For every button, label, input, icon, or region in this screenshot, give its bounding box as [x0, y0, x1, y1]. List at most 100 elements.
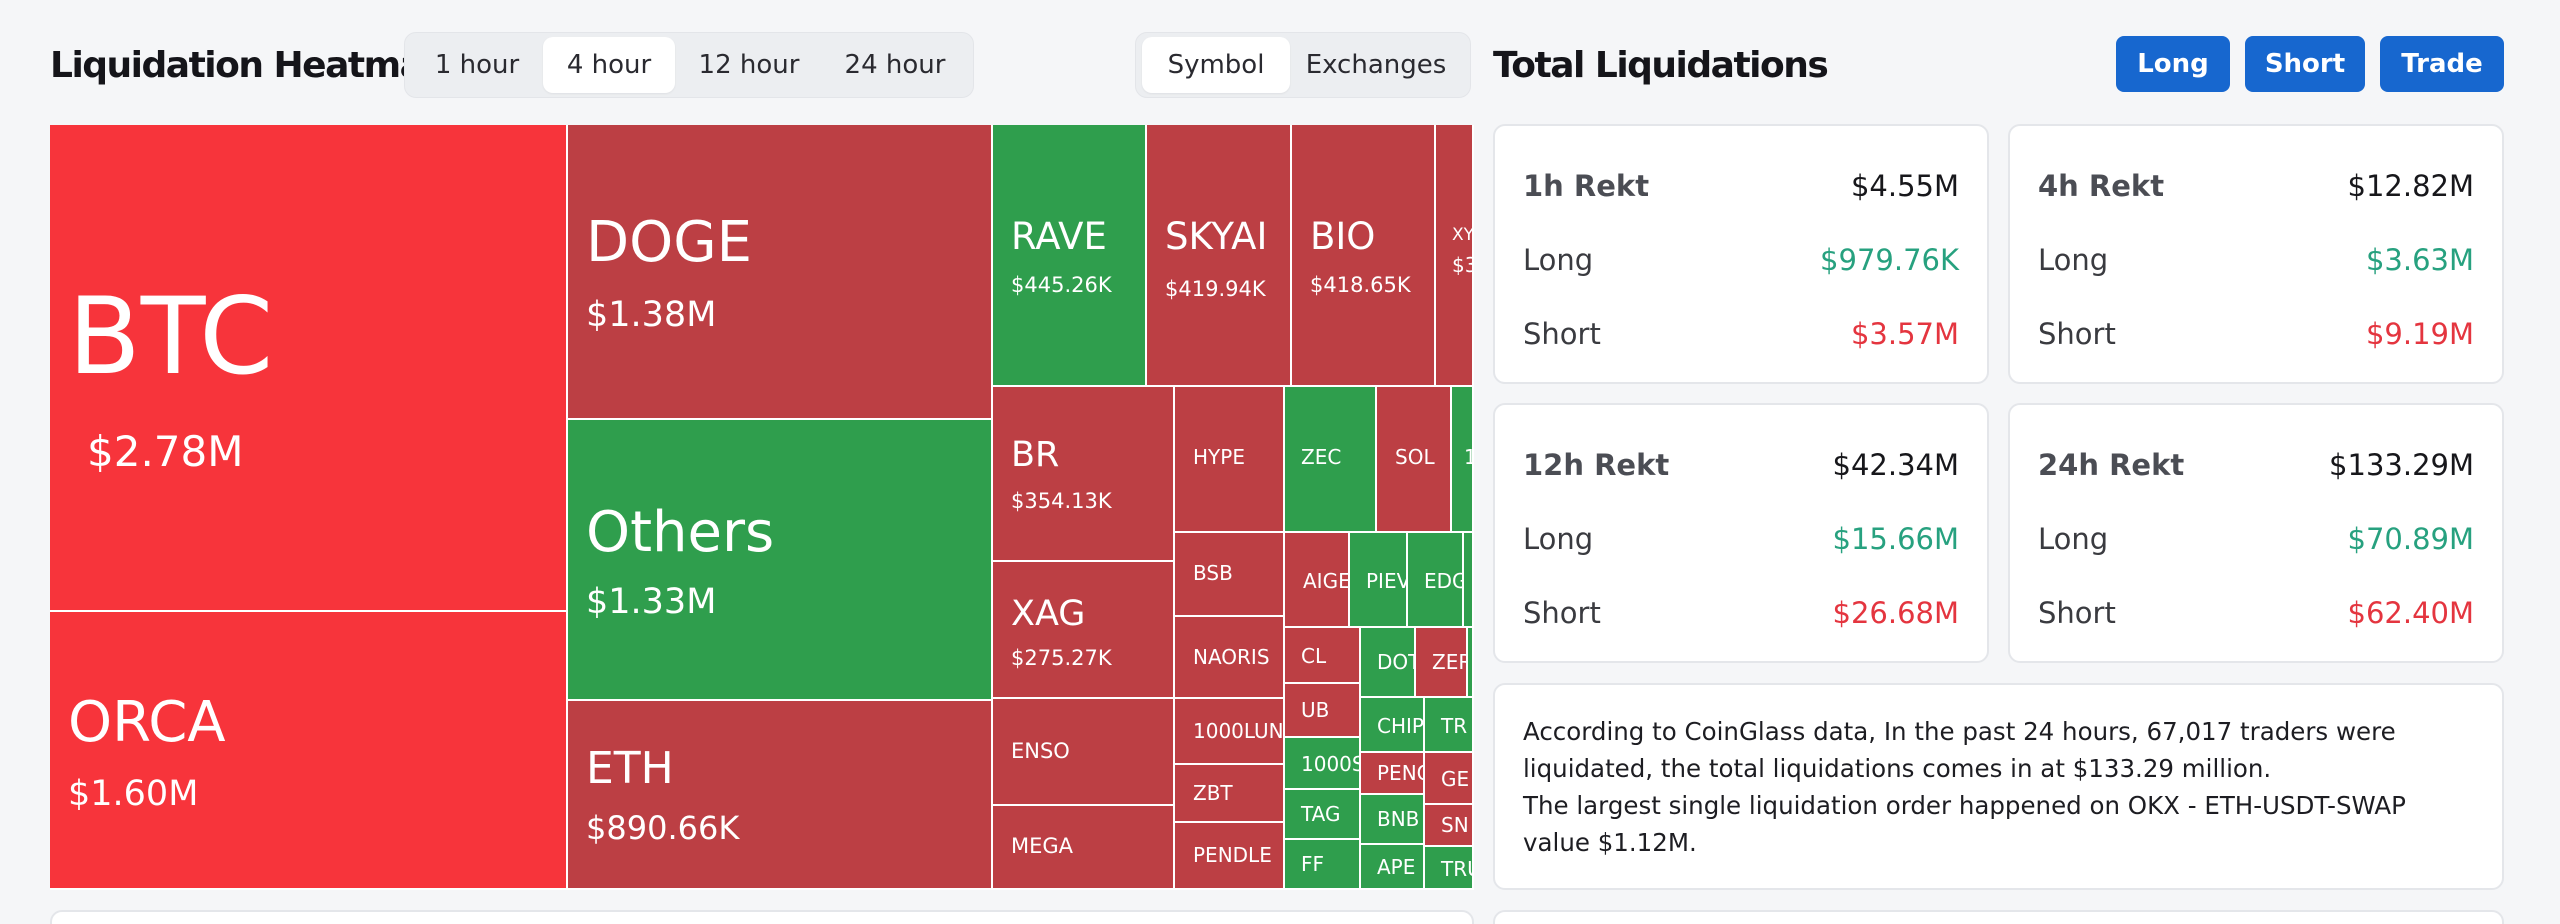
tile-misc-1[interactable]: [1464, 533, 1474, 628]
short-button[interactable]: Short: [2245, 36, 2365, 92]
tile-pendle[interactable]: PENDLE: [1175, 823, 1285, 890]
tile-symbol: XAG: [1011, 594, 1086, 634]
tile-symbol: SN: [1441, 813, 1469, 837]
tile-value: $419.94K: [1165, 277, 1266, 301]
tile-symbol: 1000LUN: [1193, 719, 1284, 743]
tile-bio[interactable]: BIO $418.65K: [1292, 125, 1436, 387]
tile-symbol: ZBT: [1193, 781, 1233, 805]
tile-ub[interactable]: UB: [1285, 684, 1361, 738]
tile-tag[interactable]: TAG: [1285, 790, 1361, 840]
short-label: Short: [2038, 317, 2116, 351]
tile-symbol: CL: [1301, 644, 1327, 668]
tile-1000s[interactable]: 1000S: [1285, 738, 1361, 790]
rekt-card-24h: 24h Rekt $133.29M Long $70.89M Short $62…: [2008, 403, 2504, 663]
tile-value: $1.60M: [68, 774, 199, 814]
tile-tr[interactable]: TR: [1425, 698, 1474, 753]
view-option-exchanges[interactable]: Exchanges: [1305, 50, 1447, 80]
tile-symbol: FF: [1301, 852, 1325, 876]
tile-symbol: ETH: [586, 743, 674, 794]
rekt-card-total: $42.34M: [1832, 448, 1960, 482]
tile-symbol: DOT: [1377, 650, 1414, 674]
tile-cl[interactable]: CL: [1285, 628, 1361, 684]
time-option-12h[interactable]: 12 hour: [698, 50, 800, 80]
tile-symbol: MEGA: [1011, 834, 1074, 858]
tile-chip[interactable]: CHIP: [1361, 698, 1425, 753]
tile-value: $1.33M: [586, 582, 717, 622]
time-option-1h[interactable]: 1 hour: [434, 50, 520, 80]
long-label: Long: [2038, 243, 2109, 277]
tile-bnb[interactable]: BNB: [1361, 795, 1425, 845]
tile-symbol: PENDLE: [1193, 843, 1272, 867]
tile-bsb[interactable]: BSB: [1175, 533, 1285, 617]
tile-dot[interactable]: DOT: [1361, 628, 1416, 698]
tile-symbol: ORCA: [68, 690, 226, 755]
tile-symbol: ENSO: [1011, 739, 1070, 763]
tile-xag[interactable]: XAG $275.27K: [993, 562, 1175, 699]
liquidation-treemap: BTC $2.78M ORCA $1.60M DOGE $1.38M Other…: [50, 125, 1474, 890]
tile-mega[interactable]: MEGA: [993, 806, 1175, 890]
view-type-selector: Symbol Exchanges: [1135, 32, 1471, 98]
long-value: $70.89M: [2347, 522, 2475, 556]
tile-sn[interactable]: SN: [1425, 805, 1474, 847]
tile-doge[interactable]: DOGE $1.38M: [568, 125, 993, 420]
tile-symbol: ZEC: [1301, 445, 1342, 469]
tile-symbol: GE: [1441, 767, 1470, 791]
tile-symbol: EDG: [1424, 569, 1464, 593]
tile-btc[interactable]: BTC $2.78M: [50, 125, 568, 612]
tile-aige[interactable]: AIGE: [1285, 533, 1350, 628]
tile-br[interactable]: BR $354.13K: [993, 387, 1175, 562]
tile-zec[interactable]: ZEC: [1285, 387, 1377, 533]
tile-naoris[interactable]: NAORIS: [1175, 617, 1285, 699]
tile-symbol: DOGE: [586, 210, 752, 275]
tile-piev[interactable]: PIEV: [1350, 533, 1408, 628]
trade-button[interactable]: Trade: [2380, 36, 2504, 92]
tile-symbol: NAORIS: [1193, 645, 1270, 669]
long-button[interactable]: Long: [2116, 36, 2230, 92]
short-label: Short: [1523, 317, 1601, 351]
tile-others[interactable]: Others $1.33M: [568, 420, 993, 701]
tile-sol[interactable]: SOL: [1377, 387, 1452, 533]
tile-symbol: TAG: [1301, 802, 1341, 826]
tile-1000lun[interactable]: 1000LUN: [1175, 699, 1285, 765]
tile-value: $1.38M: [586, 295, 717, 335]
view-option-symbol[interactable]: Symbol: [1142, 37, 1290, 93]
tile-skyai[interactable]: SKYAI $419.94K: [1147, 125, 1292, 387]
tile-misc-2[interactable]: [1468, 628, 1474, 698]
tile-ge[interactable]: GE: [1425, 753, 1474, 805]
total-liquidations-title: Total Liquidations: [1493, 45, 1829, 86]
rekt-card-label: 24h Rekt: [2038, 448, 2185, 482]
rekt-card-4h: 4h Rekt $12.82M Long $3.63M Short $9.19M: [2008, 124, 2504, 384]
rekt-card-label: 4h Rekt: [2038, 169, 2165, 203]
heatmap-title: Liquidation Heatmap: [50, 45, 448, 86]
tile-enso[interactable]: ENSO: [993, 699, 1175, 806]
time-option-4h[interactable]: 4 hour: [543, 37, 675, 93]
tile-symbol: XY: [1452, 225, 1474, 245]
tile-symbol: BSB: [1193, 561, 1233, 585]
tile-hype[interactable]: HYPE: [1175, 387, 1285, 533]
next-panel-left: [50, 910, 1474, 924]
tile-zbt[interactable]: ZBT: [1175, 765, 1285, 823]
tile-zer[interactable]: ZER: [1416, 628, 1468, 698]
tile-symbol: AIGE: [1303, 569, 1350, 593]
tile-symbol: BTC: [68, 275, 274, 398]
long-value: $979.76K: [1820, 243, 1959, 277]
tile-ff[interactable]: FF: [1285, 840, 1361, 890]
tile-orca[interactable]: ORCA $1.60M: [50, 612, 568, 890]
long-label: Long: [1523, 243, 1594, 277]
tile-tru[interactable]: TRU: [1425, 847, 1474, 890]
time-option-24h[interactable]: 24 hour: [844, 50, 946, 80]
short-value: $26.68M: [1832, 596, 1960, 630]
tile-xy[interactable]: XY $3: [1436, 125, 1474, 387]
tile-value: $354.13K: [1011, 489, 1112, 513]
tile-eth[interactable]: ETH $890.66K: [568, 701, 993, 890]
tile-value: $418.65K: [1310, 273, 1411, 297]
tile-value: $2.78M: [87, 427, 244, 476]
short-label: Short: [1523, 596, 1601, 630]
tile-ape[interactable]: APE: [1361, 845, 1425, 890]
tile-10[interactable]: 10: [1452, 387, 1474, 533]
tile-edg[interactable]: EDG: [1408, 533, 1464, 628]
tile-symbol: APE: [1377, 855, 1416, 879]
tile-rave[interactable]: RAVE $445.26K: [993, 125, 1147, 387]
